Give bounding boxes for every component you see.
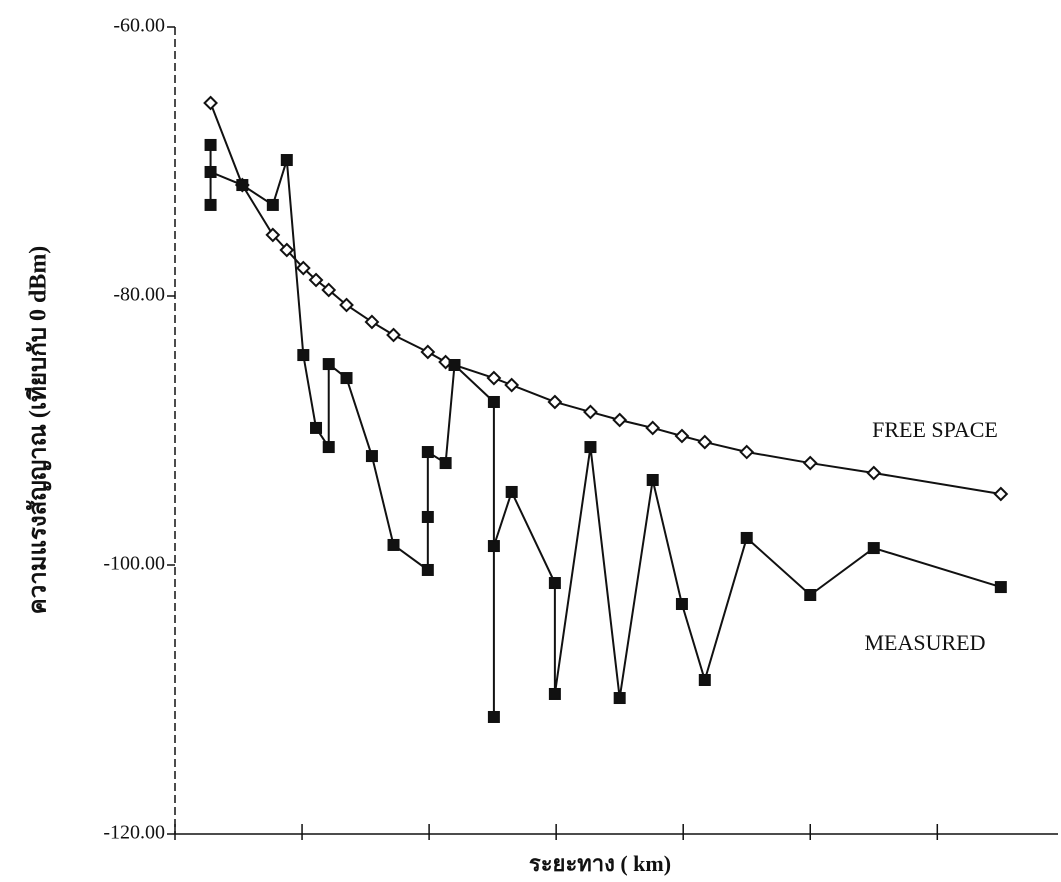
point — [322, 441, 335, 454]
point — [204, 165, 217, 178]
point — [505, 485, 518, 498]
point — [994, 581, 1007, 594]
point — [867, 542, 880, 555]
point — [547, 394, 563, 410]
point — [645, 420, 661, 436]
point — [548, 687, 561, 700]
point — [322, 358, 335, 371]
point — [487, 710, 500, 723]
point — [297, 349, 310, 362]
point — [321, 282, 337, 298]
annotation: FREE SPACE — [872, 417, 998, 442]
point — [504, 377, 520, 393]
point — [236, 179, 249, 192]
point — [339, 297, 354, 313]
point — [613, 692, 626, 705]
point — [421, 563, 434, 576]
point — [279, 242, 295, 258]
point — [487, 540, 500, 553]
y-tick-label: -60.00 — [113, 15, 165, 37]
y-axis-title: ความแรงสัญญาณ (เทียบกับ 0 dBm) — [25, 246, 52, 615]
point — [740, 531, 753, 544]
y-tick-label: -120.00 — [103, 822, 165, 844]
point — [204, 198, 217, 211]
point — [265, 227, 281, 243]
point — [280, 154, 293, 167]
point — [204, 138, 217, 151]
point — [866, 465, 882, 481]
point — [421, 446, 434, 459]
point — [993, 486, 1009, 502]
point — [487, 395, 500, 408]
point — [612, 412, 628, 428]
point — [364, 314, 380, 330]
annotation: MEASURED — [864, 630, 985, 655]
point — [386, 327, 401, 343]
point — [308, 272, 324, 288]
point — [266, 198, 279, 211]
point — [802, 455, 818, 471]
point — [583, 404, 598, 420]
point — [365, 450, 378, 463]
point — [675, 598, 688, 611]
point — [420, 344, 436, 360]
point — [439, 457, 452, 470]
y-tick-label: -80.00 — [113, 284, 165, 306]
point — [584, 441, 597, 454]
point — [295, 260, 311, 276]
point — [421, 510, 434, 523]
point — [310, 421, 323, 434]
point — [804, 588, 817, 601]
point — [387, 538, 400, 551]
x-axis-title: ระยะทาง ( km) — [529, 851, 671, 876]
point — [739, 444, 755, 460]
point — [698, 673, 711, 686]
point — [486, 370, 502, 386]
point — [674, 428, 690, 444]
point — [340, 372, 353, 385]
point — [548, 577, 561, 590]
point — [203, 95, 218, 111]
y-tick-label: -100.00 — [103, 553, 165, 575]
point — [697, 434, 713, 450]
point — [646, 473, 659, 486]
point — [448, 358, 461, 371]
